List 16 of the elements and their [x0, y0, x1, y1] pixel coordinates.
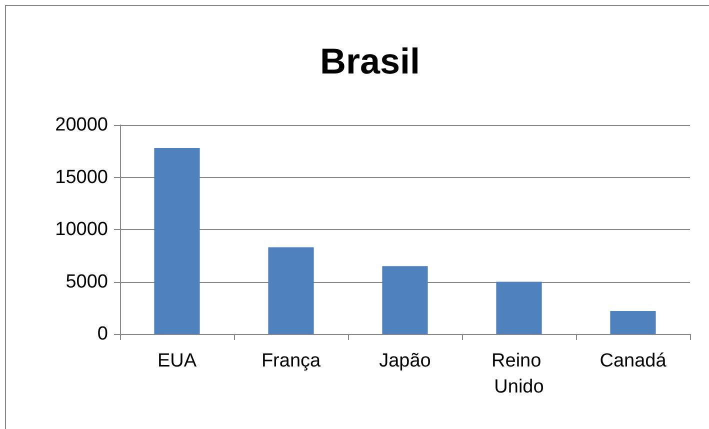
bar	[610, 311, 656, 334]
bar	[154, 148, 200, 334]
y-tick-label: 0	[97, 324, 108, 344]
x-tick-label: Reino Unido	[492, 350, 546, 398]
x-tick-label: França	[261, 350, 321, 372]
y-tick-label: 10000	[55, 219, 108, 240]
x-tick-label: EUA	[157, 350, 197, 372]
y-tick-label: 20000	[55, 114, 108, 136]
bar	[382, 266, 428, 334]
y-tick-label: 5000	[66, 271, 108, 292]
chart-title: Brasil	[320, 40, 420, 82]
y-tick-label: 15000	[55, 166, 108, 188]
x-tick-label: Canadá	[600, 350, 667, 372]
x-tick-label: Japão	[379, 350, 431, 372]
bar	[496, 282, 542, 334]
bar	[268, 247, 314, 334]
